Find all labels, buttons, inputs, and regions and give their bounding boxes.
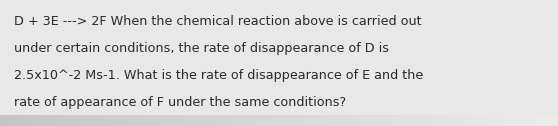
Text: under certain conditions, the rate of disappearance of D is: under certain conditions, the rate of di… xyxy=(14,42,389,55)
Text: 2.5x10^-2 Ms-1. What is the rate of disappearance of E and the: 2.5x10^-2 Ms-1. What is the rate of disa… xyxy=(14,69,423,82)
Text: D + 3E ---> 2F When the chemical reaction above is carried out: D + 3E ---> 2F When the chemical reactio… xyxy=(14,15,422,28)
Text: rate of appearance of F under the same conditions?: rate of appearance of F under the same c… xyxy=(14,96,346,109)
